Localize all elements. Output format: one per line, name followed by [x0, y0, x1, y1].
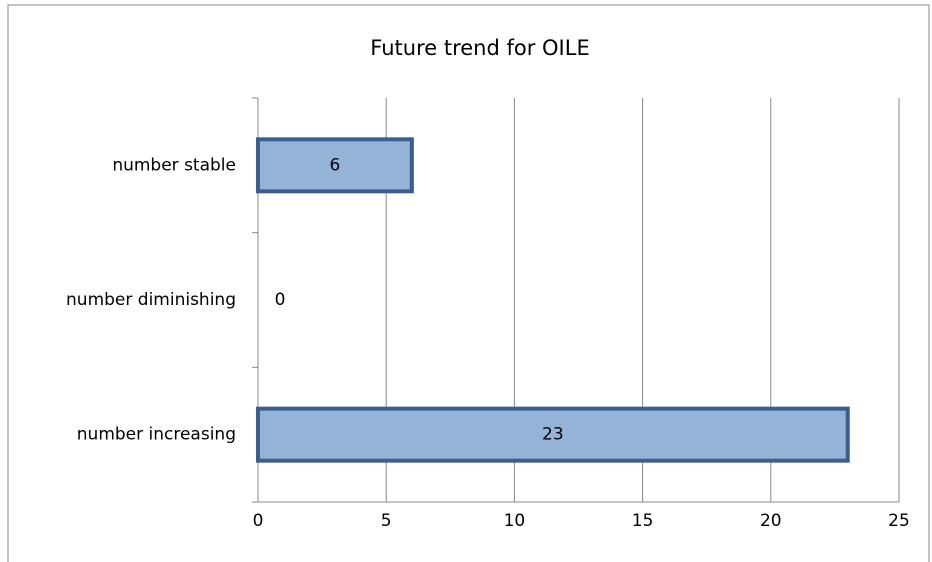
y-tick-label: number stable: [112, 155, 236, 175]
value-label: 6: [330, 155, 341, 175]
x-tick-label: 15: [632, 511, 654, 531]
chart-title: Future trend for OILE: [370, 36, 589, 60]
x-tick-label: 5: [381, 511, 392, 531]
bar: [256, 406, 850, 463]
y-tick-label: number increasing: [77, 425, 236, 445]
chart-border: [7, 4, 930, 562]
y-tick-label: number diminishing: [66, 290, 236, 310]
value-label: 0: [275, 290, 286, 310]
value-label: 23: [542, 425, 564, 445]
bar: [256, 137, 414, 194]
x-tick-label: 25: [888, 511, 910, 531]
x-tick-label: 0: [253, 511, 264, 531]
x-tick-label: 20: [760, 511, 782, 531]
x-tick-label: 10: [504, 511, 526, 531]
